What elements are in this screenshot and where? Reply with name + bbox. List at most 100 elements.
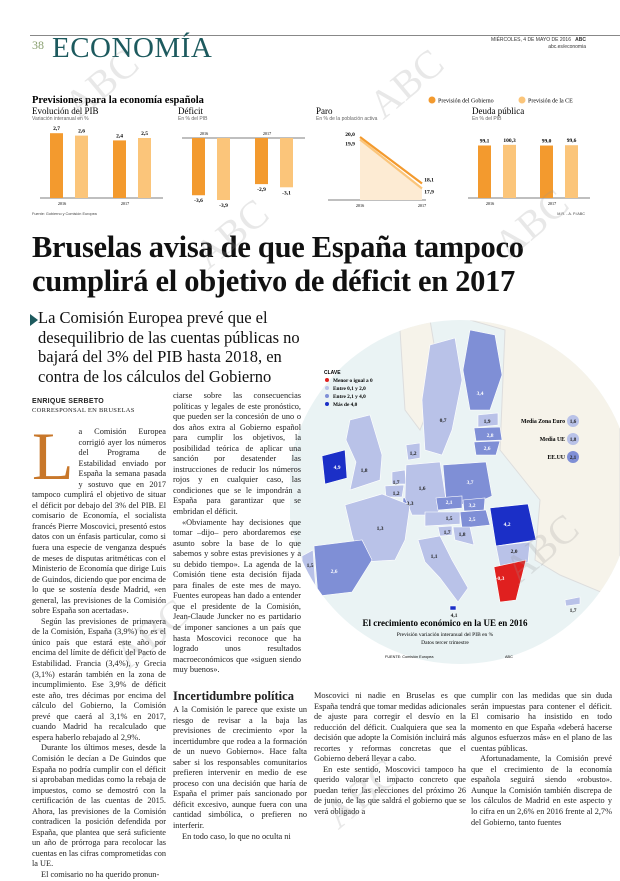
data-label: 18,1 (424, 178, 434, 184)
country-value-estonia: 1,9 (484, 419, 491, 425)
source: Fuente: Gobierno y Comisión Europea (32, 212, 98, 216)
average-badge (567, 415, 579, 427)
data-label: 2,6 (78, 129, 85, 135)
map-legend-label: Más de 4,0 (333, 402, 358, 408)
average-label: Media UE (540, 437, 565, 443)
subheading: Incertidumbre política (173, 689, 294, 703)
article-column-2-bottom: Incertidumbre política A la Comisión le … (173, 687, 307, 842)
map-subtitle: Previsión variación interanual del PIB e… (397, 632, 494, 638)
country-value-greece: -0,3 (496, 576, 505, 582)
country-value-spain: 2,6 (331, 569, 338, 575)
legend-swatch-ce (518, 96, 526, 104)
country-bulgaria (495, 541, 531, 567)
average-badge (567, 451, 579, 463)
chart-title: Evolución del PIB (32, 106, 99, 116)
map-source: FUENTE: Comisión Europea (385, 655, 434, 659)
article-column-2-top: ciarse sobre las consecuencias políticas… (173, 391, 301, 676)
dateline: MIÉRCOLES, 4 DE MAYO DE 2016 ABC abc.es/… (491, 37, 586, 51)
chart-title: Déficit (178, 106, 203, 116)
country-value-slovakia: 3,2 (469, 503, 476, 509)
x-tick-label: 2017 (121, 201, 129, 206)
infographic-title: Previsiones para la economía española (32, 95, 205, 106)
map-title: El crecimiento económico en la UE en 201… (362, 618, 528, 628)
country-ireland (321, 449, 348, 485)
paragraph: «Obviamente hay decisiones que tomar –di… (173, 517, 301, 675)
byline-author: ENRIQUE SERBETO (32, 398, 105, 405)
data-label: 99,1 (480, 138, 490, 144)
data-label: 19,9 (345, 141, 355, 147)
country-sweden (421, 337, 463, 456)
chart-title: Deuda pública (472, 106, 524, 116)
map-legend-swatch (325, 394, 329, 398)
average-value: 1,6 (570, 419, 577, 425)
article-column-4: cumplir con las medidas que sin duda ser… (471, 691, 612, 828)
map-credit: ABC (505, 655, 513, 659)
bar-2016-gobierno (192, 138, 205, 196)
country-value-malta: 4,1 (451, 613, 458, 619)
average-value: 2,1 (570, 455, 577, 461)
country-value-uk: 1,8 (361, 468, 368, 474)
bar-2017-gobierno (113, 140, 126, 198)
chart-subtitle: Variación interanual en % (32, 116, 89, 122)
country-value-sweden: 0,7 (440, 418, 447, 424)
map-legend-label: Menor o igual a 0 (333, 378, 373, 384)
country-value-poland: 3,7 (467, 480, 474, 486)
bar-2016-ce (75, 135, 88, 198)
country-malta (449, 605, 457, 611)
bar-2017-gobierno (540, 145, 553, 198)
section-url[interactable]: abc.es/economia (548, 44, 586, 50)
legend-swatch-gobierno (428, 96, 436, 104)
bar-2016-ce (217, 138, 230, 201)
bar-2017-gobierno (255, 138, 268, 185)
country-lithuania (473, 440, 501, 456)
non-eu-land (469, 320, 620, 601)
country-romania (489, 503, 537, 547)
forecast-infographic: Previsiones para la economía española Pre… (32, 95, 590, 216)
line-ce (359, 138, 423, 190)
data-label: 99,6 (567, 138, 577, 144)
average-label: Media Zona Euro (521, 419, 565, 425)
country-value-ireland: 4,9 (334, 465, 341, 471)
map-legend-swatch (325, 378, 329, 382)
deck: La Comisión Europea prevé que el desequi… (38, 308, 300, 386)
header-rule (30, 35, 620, 36)
bar-2017-ce (565, 145, 578, 198)
country-value-denmark: 1,2 (410, 451, 417, 457)
x-tick-label: 2016 (356, 203, 364, 208)
chart-subtitle: En % de la población activa (316, 116, 378, 122)
map-legend-title: CLAVE (324, 370, 341, 376)
drop-cap: L (32, 418, 74, 494)
data-label: 20,0 (345, 132, 355, 138)
byline-role: CORRESPONSAL EN BRUSELAS (32, 407, 135, 414)
country-finland (462, 329, 503, 411)
chart-title: Paro (316, 106, 333, 116)
line-gobierno (359, 136, 423, 185)
data-label: 100,3 (503, 138, 516, 144)
country-value-croatia: 1,8 (459, 532, 466, 538)
country-value-lithuania: 2,6 (484, 446, 491, 452)
country-value-romania: 4,2 (504, 522, 511, 528)
article-column-1: ENRIQUE SERBETO CORRESPONSAL EN BRUSELAS… (32, 397, 166, 881)
brand: ABC (575, 37, 586, 43)
map-legend-label: Entre 0,1 y 2,0 (333, 386, 366, 392)
bar-2017-ce (138, 138, 151, 198)
paragraph: En este sentido, Moscovici tampoco ha qu… (314, 764, 466, 817)
paragraph: El comisario no ha querido pronun- (41, 869, 160, 879)
country-value-czechia: 2,1 (446, 500, 453, 506)
legend-label: Previsión de la CE (528, 99, 573, 105)
paragraph: A la Comisión le parece que existe un ri… (173, 705, 307, 831)
country-value-finland: 3,4 (477, 391, 484, 397)
headline: Bruselas avisa de que España tampoco cum… (32, 230, 524, 298)
data-label: -2,9 (257, 187, 266, 193)
bar-2017-ce (280, 138, 293, 188)
eu-growth-map: 3,4 0,7 1,9 2,8 2,6 4,9 1,8 1,2 1,7 1,2 3,3 1,6 3,7 2… (290, 320, 620, 664)
country-denmark (405, 442, 421, 461)
bar-2016-gobierno (478, 145, 491, 198)
country-value-slovenia: 1,7 (444, 530, 451, 536)
data-label: -3,1 (282, 190, 291, 196)
x-tick-label: 2017 (418, 203, 426, 208)
data-label: 2,5 (141, 131, 148, 137)
legend-label: Previsión del Gobierno (438, 99, 494, 105)
country-greece (493, 559, 527, 603)
country-value-austria: 1,5 (446, 516, 453, 522)
